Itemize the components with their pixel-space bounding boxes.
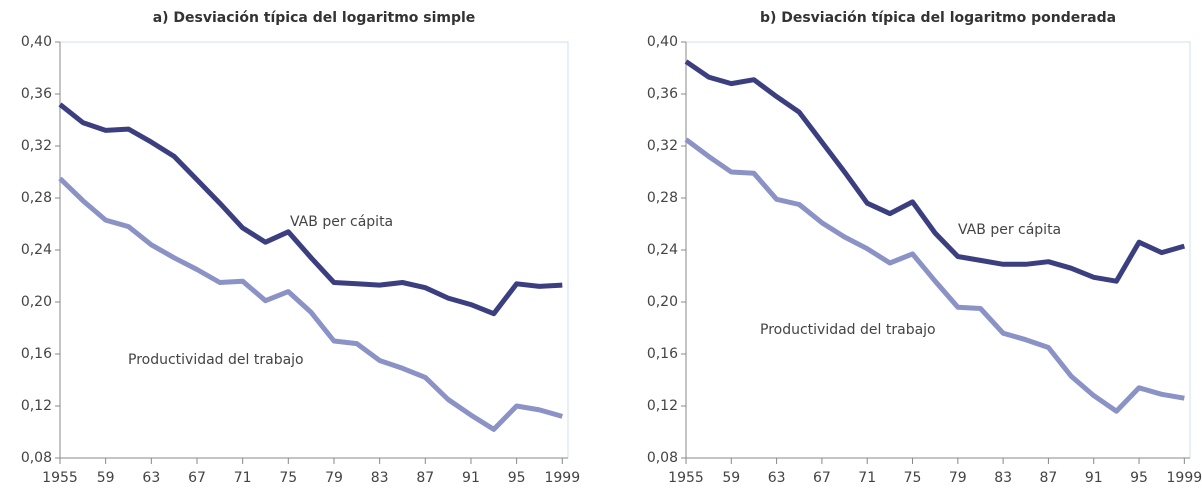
x-tick-label: 83 — [371, 470, 389, 486]
series-line — [58, 102, 563, 317]
x-tick-label: 87 — [416, 470, 434, 486]
series-line — [684, 137, 1185, 414]
x-tick-label: 95 — [1130, 470, 1148, 486]
series-line — [684, 59, 1186, 284]
y-tick-label: 0,12 — [21, 398, 52, 414]
x-tick-label: 1999 — [1167, 470, 1202, 486]
chart-title: b) Desviación típica del logaritmo ponde… — [760, 10, 1116, 26]
x-tick-label: 87 — [1040, 470, 1058, 486]
y-tick-label: 0,36 — [21, 86, 52, 102]
x-tick-label: 95 — [508, 470, 526, 486]
plot-frame — [59, 41, 569, 459]
y-tick-label: 0,08 — [21, 450, 52, 466]
x-tick-label: 1955 — [668, 470, 704, 486]
x-tick-label: 75 — [279, 470, 297, 486]
x-tick-label: 83 — [994, 470, 1012, 486]
series-line — [58, 176, 563, 432]
y-tick-label: 0,08 — [647, 450, 678, 466]
x-tick-label: 79 — [949, 470, 967, 486]
x-tick-label: 59 — [722, 470, 740, 486]
series-label: Productividad del trabajo — [128, 352, 304, 368]
y-tick-label: 0,16 — [21, 346, 52, 362]
y-tick-label: 0,28 — [647, 190, 678, 206]
y-tick-label: 0,16 — [647, 346, 678, 362]
series-label: Productividad del trabajo — [760, 322, 936, 338]
x-tick-label: 1999 — [544, 470, 580, 486]
y-tick-label: 0,36 — [647, 86, 678, 102]
plot-frame — [685, 41, 1191, 459]
y-tick-label: 0,40 — [647, 34, 678, 50]
x-tick-label: 59 — [97, 470, 115, 486]
x-tick-label: 79 — [325, 470, 343, 486]
x-tick-label: 67 — [188, 470, 206, 486]
x-tick-label: 67 — [813, 470, 831, 486]
x-tick-label: 63 — [768, 470, 786, 486]
y-tick-label: 0,28 — [21, 190, 52, 206]
y-tick-label: 0,24 — [647, 242, 678, 258]
y-tick-label: 0,24 — [21, 242, 52, 258]
y-tick-label: 0,20 — [21, 294, 52, 310]
chart-title: a) Desviación típica del logaritmo simpl… — [153, 10, 476, 26]
x-tick-label: 1955 — [42, 470, 78, 486]
series-label: VAB per cápita — [290, 214, 393, 230]
y-tick-label: 0,32 — [647, 138, 678, 154]
x-tick-label: 63 — [142, 470, 160, 486]
x-tick-label: 75 — [904, 470, 922, 486]
y-tick-label: 0,40 — [21, 34, 52, 50]
x-tick-label: 71 — [858, 470, 876, 486]
x-tick-label: 91 — [462, 470, 480, 486]
series-label: VAB per cápita — [958, 222, 1061, 238]
y-tick-label: 0,20 — [647, 294, 678, 310]
y-tick-label: 0,32 — [21, 138, 52, 154]
y-tick-label: 0,12 — [647, 398, 678, 414]
x-tick-label: 91 — [1085, 470, 1103, 486]
x-tick-label: 71 — [234, 470, 252, 486]
